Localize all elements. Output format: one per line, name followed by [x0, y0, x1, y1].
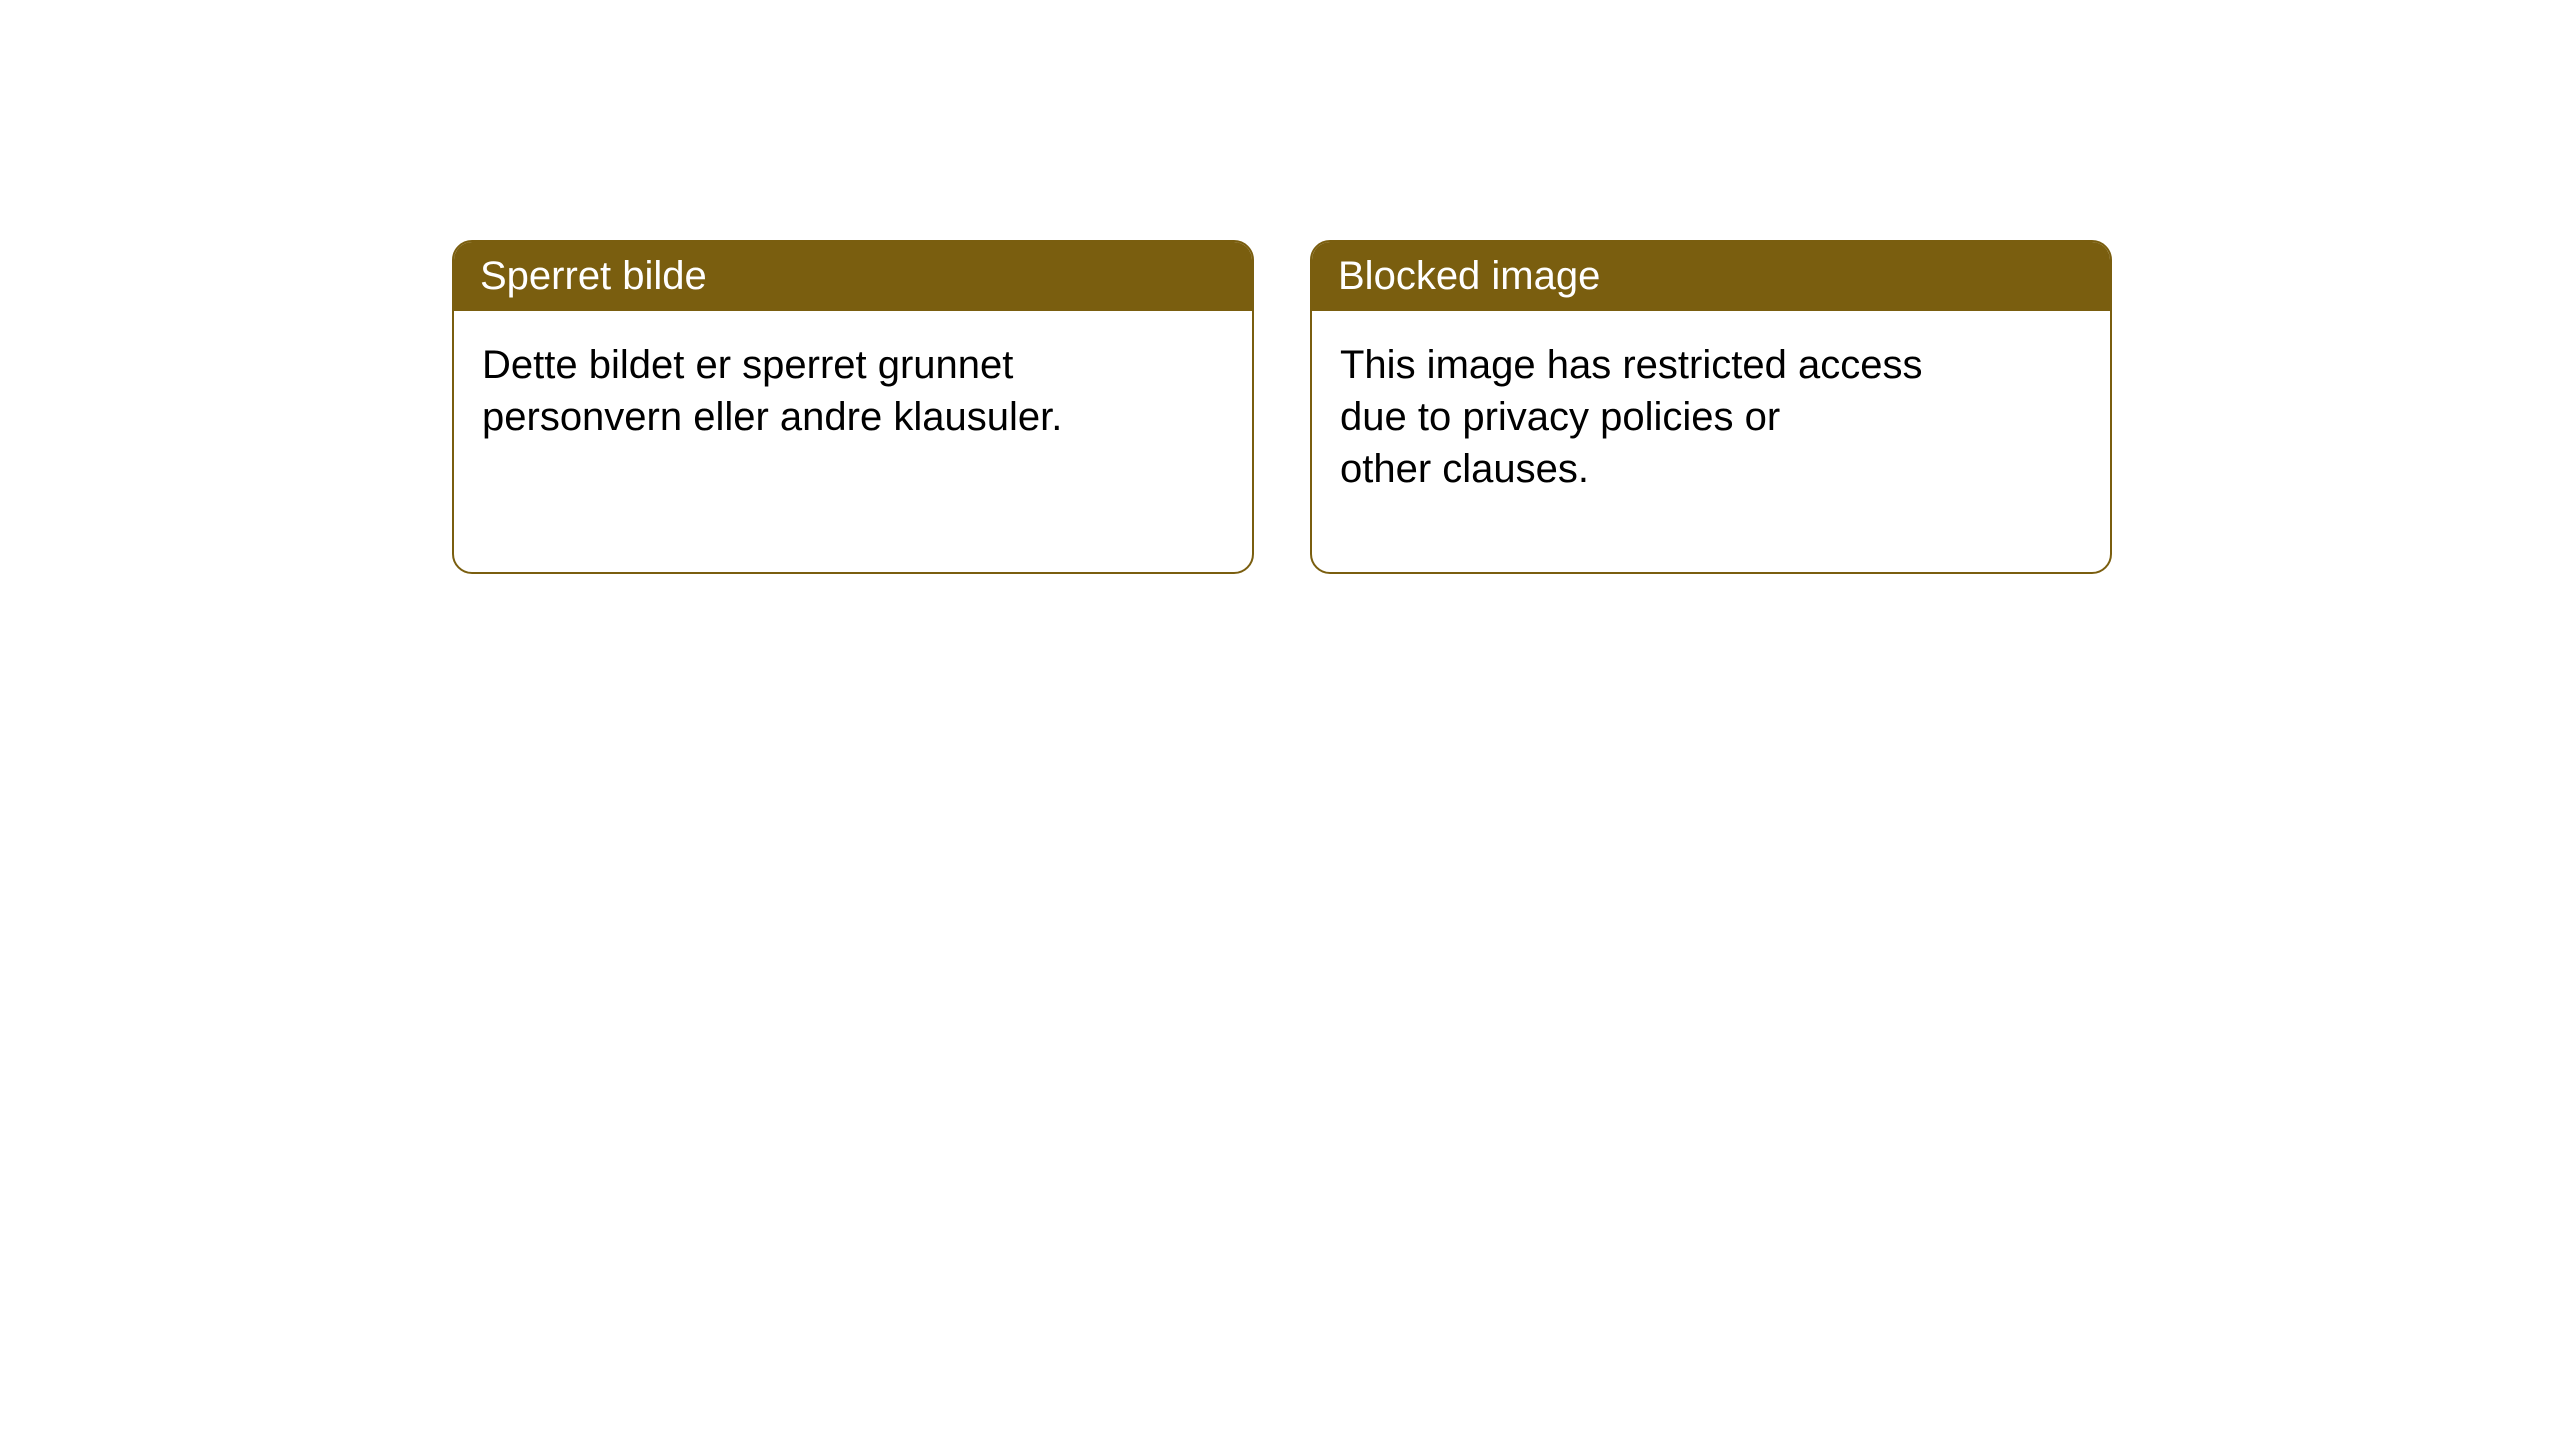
notice-card-norwegian: Sperret bilde Dette bildet er sperret gr…	[452, 240, 1254, 574]
notice-message: This image has restricted access due to …	[1340, 343, 1922, 491]
notice-header: Sperret bilde	[454, 242, 1252, 311]
notice-title: Blocked image	[1338, 254, 1600, 298]
notice-body: Dette bildet er sperret grunnet personve…	[454, 311, 1154, 471]
notice-container: Sperret bilde Dette bildet er sperret gr…	[0, 0, 2560, 574]
notice-title: Sperret bilde	[480, 254, 707, 298]
notice-card-english: Blocked image This image has restricted …	[1310, 240, 2112, 574]
notice-message: Dette bildet er sperret grunnet personve…	[482, 343, 1062, 439]
notice-body: This image has restricted access due to …	[1312, 311, 2012, 523]
notice-header: Blocked image	[1312, 242, 2110, 311]
